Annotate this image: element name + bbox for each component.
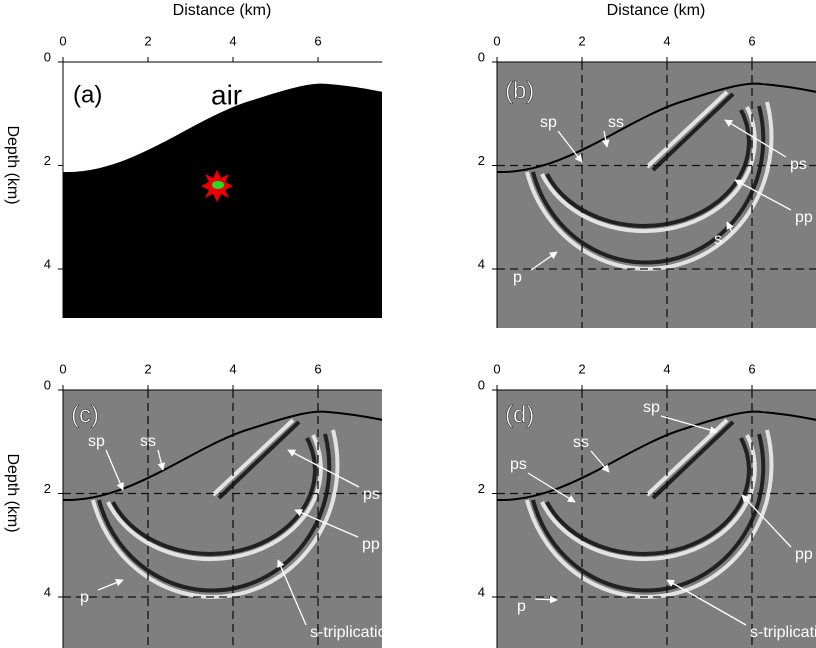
x-tick-label: 4 [663,361,670,376]
x-tick-label: 0 [59,33,66,48]
x-tick-label: 6 [748,361,755,376]
x-tick-label: 6 [748,33,755,48]
plot-area [497,390,816,648]
y-tick-label: 2 [44,481,51,496]
annotation: sp [540,114,557,131]
annotation: pp [362,536,380,553]
annotation: p [80,589,89,606]
y-tick-label: 2 [478,153,485,168]
x-tick-label: 0 [59,361,66,376]
annotation: ss [573,434,589,451]
annotation: s-triplication [310,624,395,641]
y-tick-label: 0 [44,377,51,392]
source-core [212,181,224,189]
annotation: s [714,231,722,248]
annotation: sp [643,399,660,416]
panel-label: (b) [505,77,534,104]
annotation: ss [140,433,156,450]
x-tick-label: 2 [144,33,151,48]
annotation: ps [510,456,527,473]
annotation: pp [795,546,813,563]
panel-label: (c) [71,401,99,428]
annotation: ps [790,156,807,173]
panel-label: (d) [505,401,534,428]
x-axis-label: Distance (km) [173,2,272,19]
x-tick-label: 2 [144,361,151,376]
background [63,390,382,648]
y-tick-label: 0 [478,377,485,392]
y-tick-label: 4 [44,584,51,599]
x-tick-label: 2 [578,361,585,376]
annotation: pp [795,209,813,226]
annotation: p [513,269,522,286]
x-tick-label: 4 [663,33,670,48]
x-tick-label: 4 [229,361,236,376]
y-axis-label: Depth (km) [4,453,21,532]
annotation: ss [608,114,624,131]
x-tick-label: 0 [493,33,500,48]
figure: Distance (km) Distance (km) Depth (km) D… [0,0,816,648]
y-tick-label: 2 [44,153,51,168]
x-tick-label: 6 [314,33,321,48]
background [497,390,816,648]
annotation: ps [363,486,380,503]
x-tick-label: 4 [229,33,236,48]
y-tick-label: 2 [478,481,485,496]
annotation: s-triplication [750,624,816,641]
plot-area [497,62,816,328]
x-tick-label: 0 [493,361,500,376]
x-tick-label: 6 [314,361,321,376]
y-tick-label: 4 [478,256,485,271]
y-tick-label: 4 [44,256,51,271]
annotation: sp [88,433,105,450]
x-axis-label: Distance (km) [607,2,706,19]
y-tick-label: 4 [478,584,485,599]
x-tick-label: 2 [578,33,585,48]
annotation: air [211,79,242,110]
y-tick-label: 0 [44,49,51,64]
y-tick-label: 0 [478,49,485,64]
annotation: p [517,598,526,615]
panel: 0 2 4 6 0 2 4 (a) air [44,33,383,318]
plot-area [63,390,383,648]
panel-label: (a) [73,81,102,108]
y-axis-label: Depth (km) [4,125,21,204]
